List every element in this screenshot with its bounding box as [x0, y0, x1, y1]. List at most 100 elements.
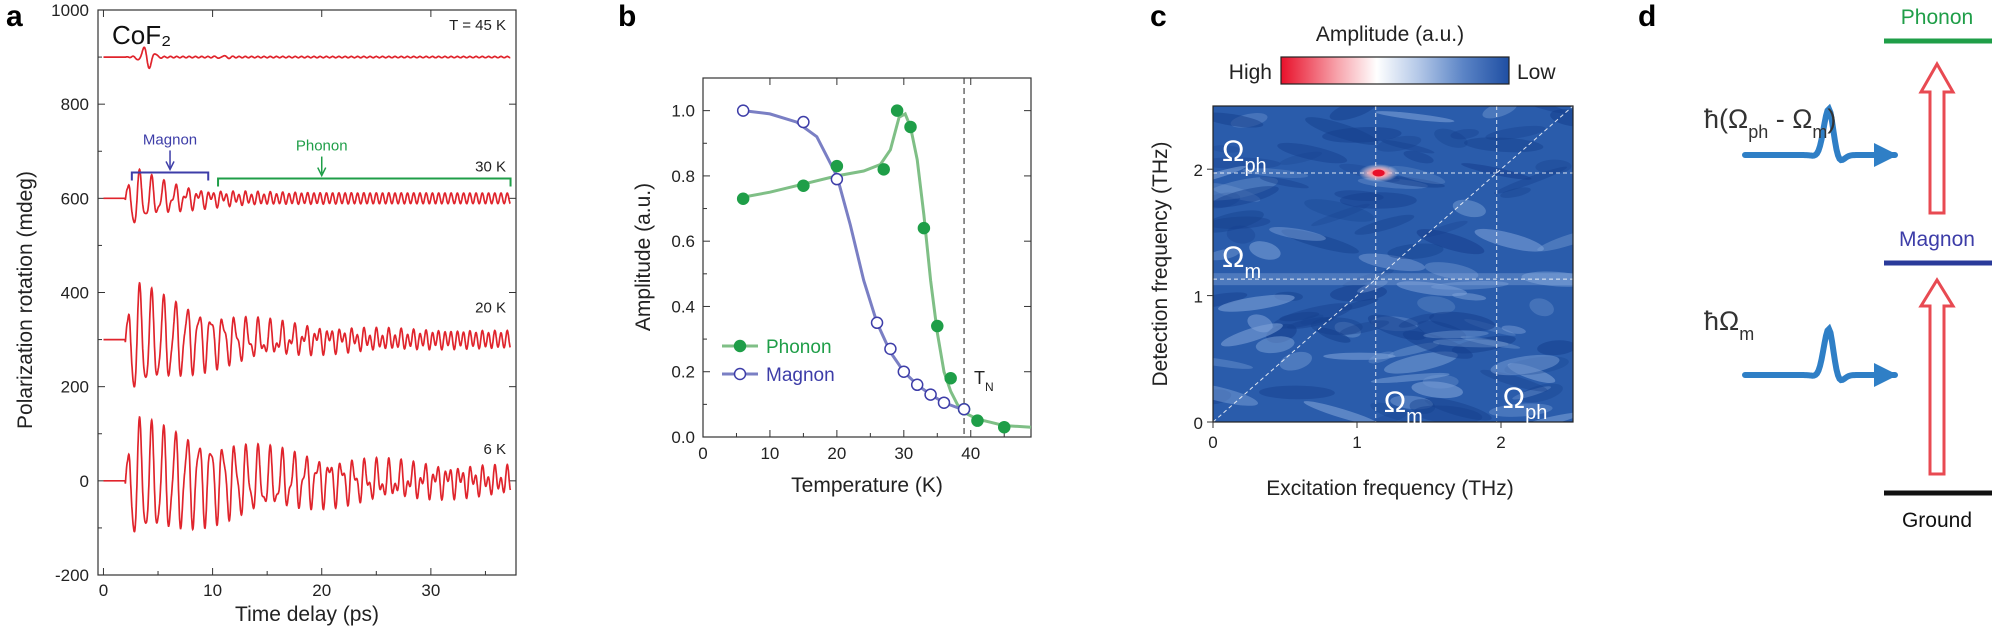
- heatmap-texture: [1403, 150, 1434, 164]
- label-omega-ph-x-sub: ph: [1525, 402, 1547, 424]
- heatmap-texture: [1550, 109, 1573, 127]
- heatmap-texture: [1368, 351, 1394, 364]
- legend-marker: [733, 367, 747, 381]
- lower-pulse-arrowhead: [1874, 363, 1898, 387]
- annotation-arrowhead: [317, 167, 327, 178]
- label-omega-ph-x: Ωph: [1503, 382, 1548, 424]
- heatmap-texture: [1375, 111, 1455, 123]
- panel-a-material: CoF₂: [112, 20, 171, 50]
- temperature-label: 20 K: [475, 300, 506, 317]
- lower-energy-label: ħΩm: [1704, 306, 1754, 344]
- y-tick-label: 0.6: [671, 232, 695, 251]
- heatmap-texture: [1357, 280, 1388, 293]
- colorbar-high: High: [1229, 61, 1272, 84]
- y-tick-label: 1000: [51, 1, 89, 20]
- legend-marker: [733, 339, 747, 353]
- panel-a-xlabel: Time delay (ps): [235, 603, 379, 626]
- phonon-point: [877, 163, 890, 176]
- y-tick-label: 1: [1194, 288, 1203, 307]
- heatmap-texture: [1411, 381, 1464, 399]
- phonon-curve: [742, 111, 1032, 429]
- y-tick-label: 800: [61, 95, 89, 114]
- heatmap-texture: [1417, 296, 1456, 314]
- x-tick-label: 0: [698, 444, 707, 463]
- y-tick-label: 0.0: [671, 428, 695, 447]
- phonon-point: [917, 221, 931, 235]
- y-tick-label: 0.2: [671, 363, 695, 382]
- heatmap-texture: [1390, 395, 1434, 410]
- heatmap-texture: [1338, 298, 1379, 311]
- heatmap-texture: [1381, 139, 1435, 154]
- panel-b-ylabel: Amplitude (a.u.): [632, 183, 655, 331]
- magnon-point: [897, 365, 911, 378]
- trace-3: [103, 415, 512, 533]
- annotation-label: Phonon: [296, 138, 348, 155]
- magnon-point: [937, 396, 951, 409]
- heatmap-texture: [1303, 401, 1381, 422]
- panel-b-xlabel: Temperature (K): [791, 474, 943, 497]
- heatmap-texture: [1535, 159, 1572, 174]
- heatmap-texture: [1512, 386, 1552, 400]
- heatmap-texture: [1358, 253, 1426, 272]
- x-tick-label: 0: [99, 581, 108, 600]
- phonon-point: [997, 420, 1011, 434]
- panel-b-y-axis: 0.0 0.2 0.4 0.6 0.8 1.0: [671, 102, 1031, 447]
- upper-energy-label: ħ(Ωph - Ωm): [1704, 104, 1836, 142]
- upper-pulse: [1742, 103, 1898, 164]
- temperature-label: T = 45 K: [449, 17, 506, 34]
- colorbar-low: Low: [1517, 61, 1556, 84]
- trace-0: [103, 46, 511, 70]
- heatmap-texture: [1488, 403, 1553, 417]
- legend-label: Phonon: [766, 337, 832, 358]
- label-omega-m-y: Ωm: [1222, 241, 1261, 283]
- x-tick-label: 40: [961, 444, 980, 463]
- heatmap-texture: [1213, 157, 1281, 170]
- lower-transition-arrow: [1918, 277, 1956, 476]
- heatmap-texture: [1507, 363, 1556, 384]
- panel-c-xlabel: Excitation frequency (THz): [1266, 477, 1513, 500]
- heatmap-texture: [1259, 176, 1309, 189]
- label-omega-ph-y-sub: ph: [1244, 155, 1266, 177]
- heatmap-texture: [1537, 227, 1573, 252]
- panel-a: a -200 0 200 400 600 800 1000 0 10 20 30 Polariza…: [6, 0, 517, 626]
- neel-label: TN: [974, 368, 994, 394]
- x-tick-label: 10: [203, 581, 222, 600]
- label-omega-m-y-sub: m: [1244, 261, 1261, 283]
- heatmap-texture: [1402, 330, 1473, 359]
- heatmap-texture: [1272, 303, 1353, 329]
- trace-1: [103, 167, 511, 224]
- heatmap-texture: [1464, 137, 1544, 153]
- x-tick-label: 10: [760, 444, 779, 463]
- heatmap-texture: [1323, 352, 1396, 360]
- heatmap-texture: [1504, 356, 1569, 376]
- heatmap-texture: [1329, 106, 1377, 121]
- panel-d-label: d: [1638, 0, 1656, 33]
- heatmap-texture: [1300, 314, 1324, 325]
- upper-pulse-arrowhead: [1874, 143, 1898, 167]
- x-tick-label: 0: [1208, 433, 1217, 452]
- magnon-point: [830, 172, 844, 186]
- y-tick-label: -200: [55, 566, 89, 585]
- heatmap-texture: [1460, 336, 1521, 349]
- upper-transition-arrow: [1918, 60, 1956, 215]
- heatmap-texture: [1255, 336, 1295, 354]
- heatmap-texture: [1482, 106, 1518, 119]
- heatmap-texture: [1416, 229, 1485, 255]
- heatmap-texture: [1370, 402, 1424, 422]
- heatmap-texture: [1494, 166, 1568, 194]
- heatmap-texture: [1354, 214, 1415, 235]
- heatmap-texture: [1213, 356, 1253, 369]
- ground-level-label: Ground: [1902, 509, 1972, 532]
- heatmap-texture: [1363, 410, 1410, 422]
- heatmap-texture: [1213, 248, 1240, 261]
- heatmap-texture: [1432, 338, 1509, 348]
- magnon-point: [736, 104, 750, 117]
- panel-b-series: [736, 104, 1032, 434]
- panel-b-label: b: [618, 0, 636, 33]
- label-omega-m-x-symbol: Ω: [1384, 386, 1406, 419]
- heatmap-texture: [1384, 351, 1458, 374]
- heatmap-texture: [1424, 262, 1479, 280]
- heatmap-texture: [1424, 397, 1492, 421]
- y-tick-label: 200: [61, 378, 89, 397]
- label-omega-m-x: Ωm: [1384, 386, 1423, 428]
